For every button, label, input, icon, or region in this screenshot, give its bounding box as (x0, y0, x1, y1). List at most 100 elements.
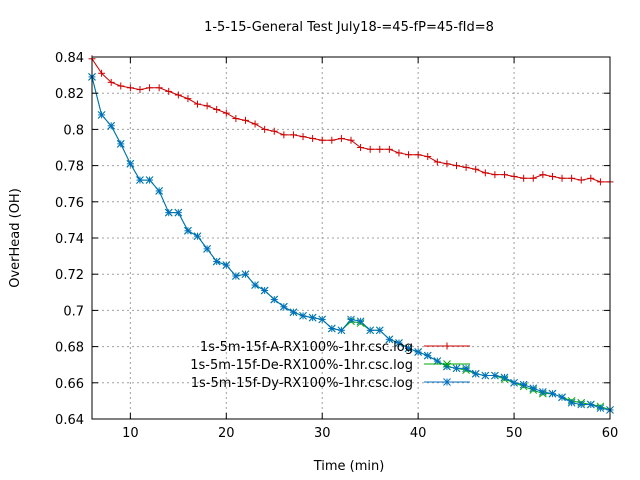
point-marker-d2 (279, 302, 288, 311)
point-marker-d2 (404, 344, 413, 353)
data-point (212, 257, 221, 266)
y-tick-label: 0.72 (55, 268, 84, 283)
y-axis-label: OverHead (OH) (8, 188, 23, 288)
data-point (520, 174, 528, 182)
point-marker-d2 (270, 295, 279, 304)
point-marker-d2 (414, 348, 423, 356)
data-point (261, 125, 269, 133)
data-point (414, 151, 422, 159)
series-line (91, 58, 610, 183)
point-marker-d2 (586, 400, 595, 409)
point-marker-d2 (337, 326, 346, 335)
legend-swatch-marker (443, 360, 451, 368)
data-point (107, 78, 115, 86)
point-marker-d2 (443, 360, 451, 368)
data-point (472, 165, 480, 173)
axes: 10 20 30 40 50 60 0.64 0.66 0.68 0.7 0.72 0.74 0.76 0… (55, 51, 618, 441)
data-point (433, 158, 441, 166)
data-point (337, 134, 345, 142)
point-marker-d2 (500, 373, 509, 382)
x-tick-label: 30 (314, 426, 331, 441)
point-marker-d2 (481, 371, 490, 380)
data-point (481, 169, 489, 177)
legend-swatch-marker (443, 342, 451, 350)
data-point (347, 136, 355, 144)
data-point (174, 91, 182, 99)
legend-label: 1s-5m-15f-De-RX100%-1hr.csc.log (190, 358, 413, 373)
data-point (433, 357, 442, 365)
data-point (395, 339, 403, 347)
point-marker-d2 (395, 339, 403, 347)
point-marker-d2 (347, 315, 355, 324)
data-point (577, 176, 585, 184)
point-marker-d2 (356, 317, 365, 326)
data-point (97, 111, 106, 119)
data-point (481, 371, 490, 380)
point-marker-d2 (251, 281, 259, 289)
data-point (318, 136, 326, 144)
legend-label: 1s-5m-15f-Dy-RX100%-1hr.csc.log (191, 376, 413, 391)
data-point (587, 174, 595, 182)
data-point (385, 145, 393, 153)
data-point (548, 389, 557, 398)
x-tick-label: 60 (602, 426, 619, 441)
data-point (308, 313, 317, 322)
point-marker-d2 (327, 324, 336, 333)
data-point (251, 120, 259, 128)
data-point (356, 317, 365, 326)
y-tick-label: 0.76 (55, 196, 84, 211)
data-point (375, 326, 384, 335)
point-marker-d2 (443, 378, 451, 386)
data-point (586, 400, 595, 409)
data-point (203, 102, 211, 110)
data-point (280, 131, 288, 139)
point-marker-d2 (471, 369, 480, 378)
y-tick-label: 0.68 (55, 341, 84, 356)
y-tick-label: 0.64 (55, 413, 84, 428)
series-layer (88, 55, 614, 414)
data-point (376, 145, 384, 153)
data-point (596, 178, 604, 186)
data-point (194, 100, 202, 108)
point-marker-d2 (385, 335, 394, 344)
data-point (136, 176, 144, 184)
data-point (577, 400, 586, 409)
data-point (539, 171, 547, 179)
data-point (184, 226, 192, 235)
data-point (558, 393, 566, 402)
data-point (366, 145, 374, 153)
data-point (405, 151, 413, 159)
data-point (165, 87, 173, 95)
point-marker-d2 (241, 270, 250, 279)
point-marker-d2 (538, 387, 547, 396)
data-point (529, 174, 537, 182)
data-point (309, 134, 317, 142)
data-point (318, 315, 327, 324)
point-marker-d2 (308, 313, 317, 322)
point-marker-d2 (184, 226, 192, 235)
data-point (126, 159, 135, 168)
data-point (155, 84, 163, 92)
data-point (241, 270, 250, 279)
data-point (347, 315, 355, 324)
point-marker-d2 (145, 176, 154, 184)
data-point (136, 86, 144, 94)
y-tick-label: 0.82 (55, 87, 84, 102)
point-marker-d2 (567, 398, 576, 407)
data-point (500, 373, 509, 382)
data-point (596, 404, 605, 412)
data-point (232, 272, 240, 280)
data-point (453, 162, 461, 170)
data-point (222, 109, 230, 117)
y-tick-label: 0.66 (55, 377, 84, 392)
data-point (116, 140, 125, 148)
data-point (558, 174, 566, 182)
series-3 (88, 73, 614, 414)
data-point (424, 153, 432, 161)
point-marker-d2 (126, 159, 135, 168)
legend-entry: 1s-5m-15f-De-RX100%-1hr.csc.log (190, 358, 470, 373)
data-point (279, 302, 288, 311)
point-marker-d2 (529, 384, 538, 393)
point-marker-d2 (203, 245, 211, 253)
data-point (366, 326, 375, 335)
